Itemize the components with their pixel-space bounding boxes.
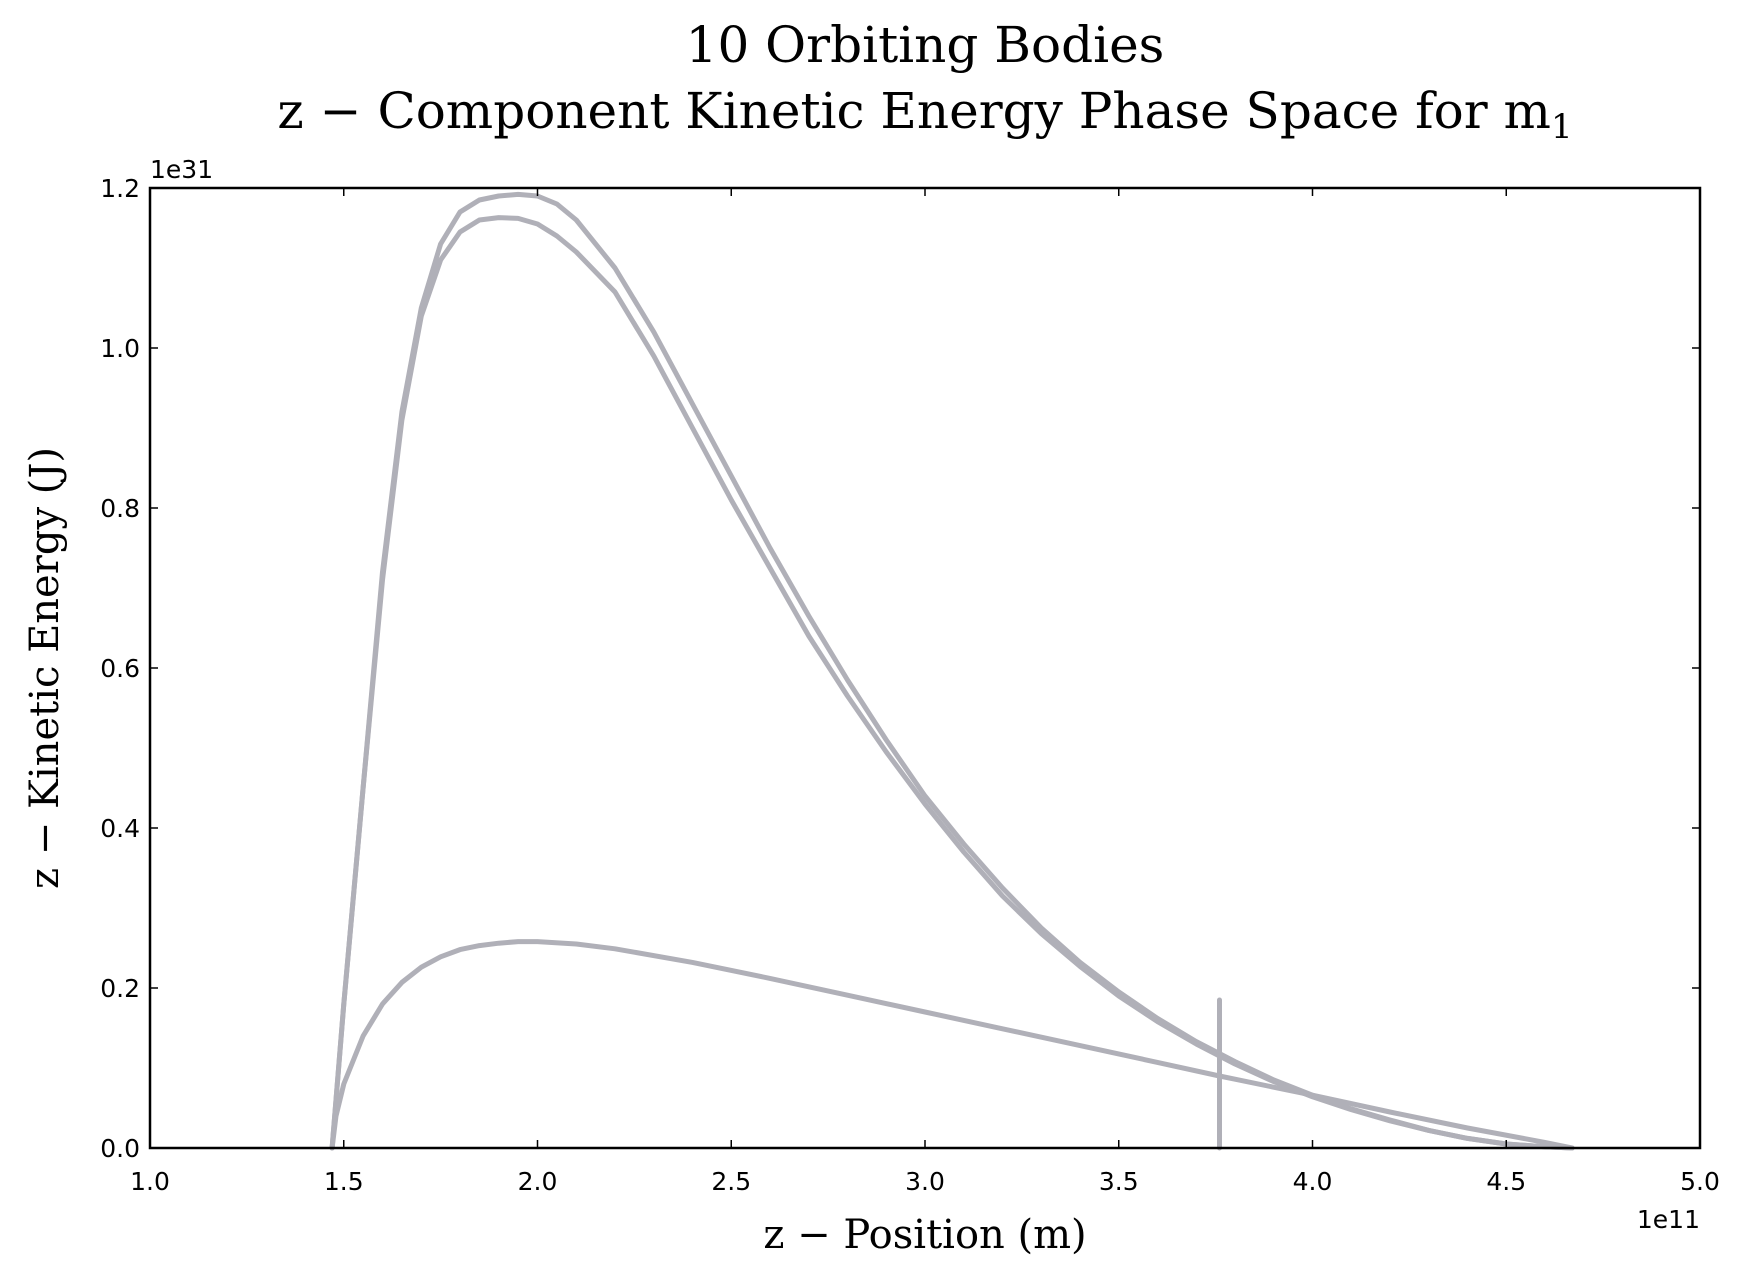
x-axis-label: z − Position (m) [763,1212,1086,1258]
y-tick-label: 0.8 [100,494,140,523]
y-tick-label: 0.0 [100,1134,140,1163]
chart-title: 10 Orbiting Bodies [686,16,1165,74]
curves-layer [329,191,1575,1151]
x-tick-labels: 1.0 1.5 2.0 2.5 3.0 3.5 4.0 4.5 5.0 [130,1167,1720,1196]
x-tick-label: 1.5 [324,1167,364,1196]
series-line-2 [329,215,1575,1151]
y-tick-label: 1.0 [100,334,140,363]
y-tick-label: 1.2 [100,174,140,203]
x-tick-label: 2.5 [711,1167,751,1196]
ticks-layer [149,187,1701,1149]
x-tick-label: 3.0 [905,1167,945,1196]
plot-frame [148,186,1702,1150]
y-tick-label: 0.4 [100,814,140,843]
chart-subtitle-main: z − Component Kinetic Energy Phase Space… [277,82,1551,140]
y-axis-label: z − Kinetic Energy (J) [22,447,68,889]
x-tick-label: 5.0 [1680,1167,1720,1196]
series-line-3 [329,939,1575,1151]
y-tick-label: 0.2 [100,974,140,1003]
x-tick-label: 3.5 [1099,1167,1139,1196]
y-tick-label: 0.6 [100,654,140,683]
x-tick-label: 4.0 [1293,1167,1333,1196]
x-offset-label: 1e11 [1637,1205,1700,1234]
x-tick-label: 1.0 [130,1167,170,1196]
chart-subtitle-subscript: 1 [1551,107,1573,147]
x-tick-label: 4.5 [1486,1167,1526,1196]
series-line-1 [329,191,1575,1151]
chart-subtitle: z − Component Kinetic Energy Phase Space… [277,82,1572,147]
y-tick-labels: 0.0 0.2 0.4 0.6 0.8 1.0 1.2 [100,174,140,1163]
x-tick-label: 2.0 [518,1167,558,1196]
y-offset-label: 1e31 [150,155,213,184]
